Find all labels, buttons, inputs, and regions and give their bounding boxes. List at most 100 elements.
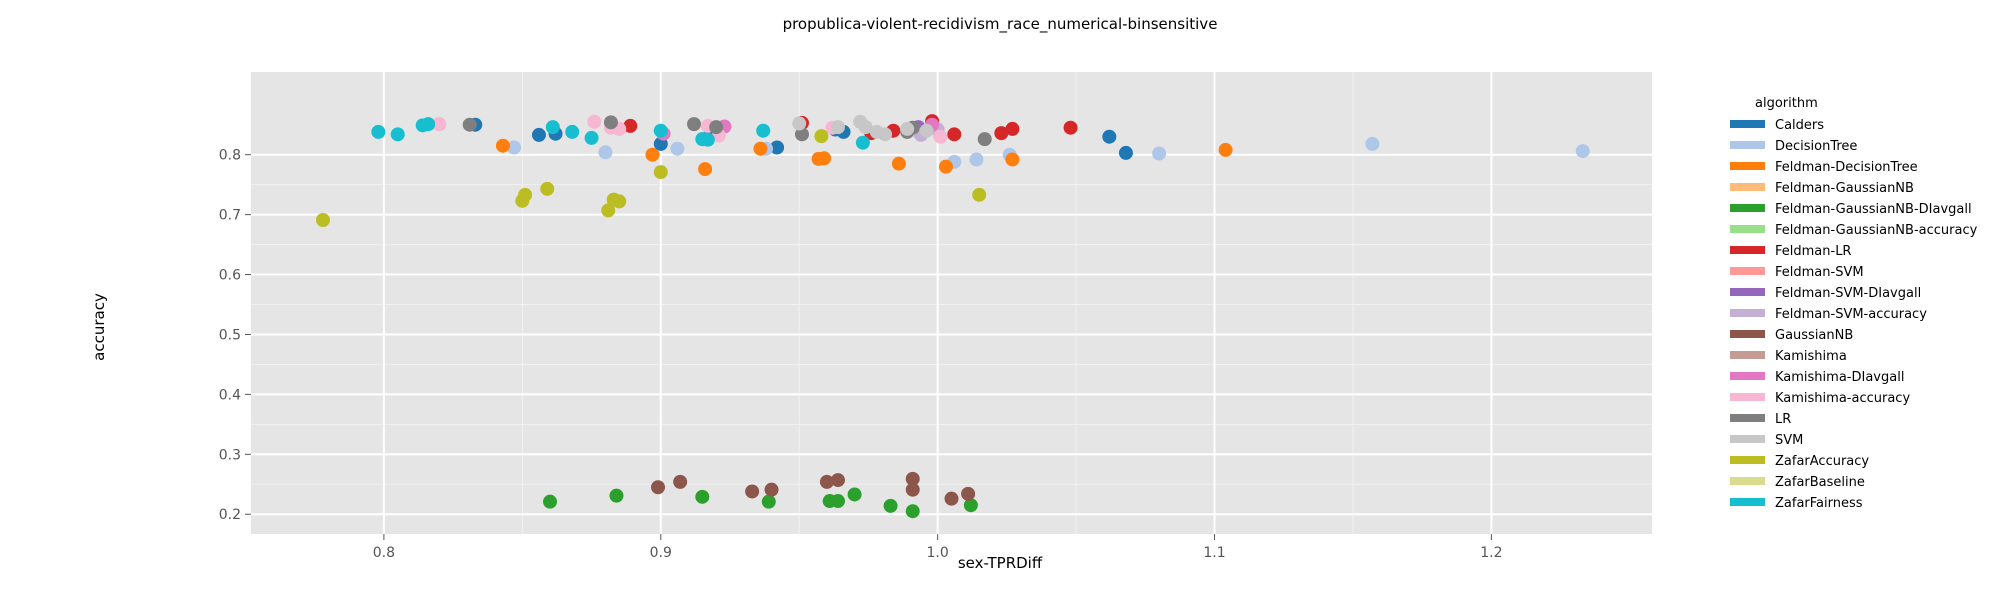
legend-items: Calders DecisionTree Feldman-DecisionTree F… — [1730, 118, 1978, 511]
point-feldman-decisiontree — [938, 159, 953, 174]
point-svm — [830, 120, 845, 135]
legend-label-kamishima-diavgall: Kamishima-DIavgall — [1775, 370, 1904, 385]
point-decisiontree — [507, 140, 522, 155]
legend-swatch-feldman-gaussiannb-accuracy — [1730, 225, 1765, 233]
point-lr — [687, 117, 702, 132]
point-zafarfairness — [390, 127, 405, 142]
point-zafaraccuracy — [315, 213, 330, 228]
legend-swatch-feldman-gaussiannb — [1730, 183, 1765, 191]
point-feldman-decisiontree — [1218, 142, 1233, 157]
legend: algorithm Calders DecisionTree Feldman-Dec… — [1730, 96, 1978, 511]
plot-area — [251, 72, 1652, 534]
legend-label-feldman-lr: Feldman-LR — [1775, 244, 1851, 259]
x-tick-label: 0.9 — [650, 545, 672, 561]
legend-swatch-zafaraccuracy — [1730, 456, 1765, 464]
point-gaussiannb — [651, 480, 666, 495]
y-tick-label: 0.4 — [219, 387, 241, 403]
point-feldman-gaussiannb-diavgall — [830, 494, 845, 509]
point-decisiontree — [1365, 136, 1380, 151]
legend-swatch-feldman-decisiontree — [1730, 162, 1765, 170]
point-zafaraccuracy — [653, 165, 668, 180]
y-tick-label: 0.8 — [219, 148, 241, 164]
point-feldman-decisiontree — [1005, 152, 1020, 167]
point-svm — [878, 127, 893, 142]
point-gaussiannb — [830, 473, 845, 488]
point-gaussiannb — [819, 474, 834, 489]
point-calders — [770, 140, 785, 155]
point-gaussiannb — [944, 491, 959, 506]
y-axis-label: accuracy — [90, 293, 108, 361]
point-svm — [858, 120, 873, 135]
legend-label-svm: SVM — [1775, 433, 1803, 448]
y-tick-label: 0.5 — [219, 327, 241, 343]
point-lr — [709, 120, 724, 135]
point-lr — [603, 115, 618, 130]
legend-label-feldman-gaussiannb-diavgall: Feldman-GaussianNB-DIavgall — [1775, 202, 1972, 217]
point-gaussiannb — [905, 482, 920, 497]
legend-swatch-svm — [1730, 435, 1765, 443]
point-gaussiannb — [673, 474, 688, 489]
y-tick-label: 0.2 — [219, 507, 241, 523]
x-tick-label: 1.0 — [927, 545, 949, 561]
point-zafarfairness — [653, 123, 668, 138]
point-zafarfairness — [584, 130, 599, 145]
legend-swatch-feldman-svm-accuracy — [1730, 309, 1765, 317]
point-feldman-gaussiannb-diavgall — [543, 494, 558, 509]
legend-swatch-kamishima-diavgall — [1730, 372, 1765, 380]
point-svm — [792, 116, 807, 131]
x-tick-label: 0.8 — [373, 545, 395, 561]
legend-label-zafarfairness: ZafarFairness — [1775, 496, 1863, 511]
legend-swatch-decisiontree — [1730, 141, 1765, 149]
point-decisiontree — [598, 145, 613, 160]
legend-swatch-lr — [1730, 414, 1765, 422]
y-tick-label: 0.3 — [219, 447, 241, 463]
point-calders — [1102, 129, 1117, 144]
point-feldman-lr — [947, 127, 962, 142]
legend-label-zafaraccuracy: ZafarAccuracy — [1775, 454, 1869, 469]
point-zafarfairness — [855, 135, 870, 150]
chart-title: propublica-violent-recidivism_race_numer… — [783, 15, 1218, 34]
legend-label-feldman-decisiontree: Feldman-DecisionTree — [1775, 160, 1918, 175]
x-axis-label: sex-TPRDiff — [958, 554, 1043, 572]
point-kamishima-accuracy — [587, 114, 602, 129]
point-decisiontree — [670, 141, 685, 156]
point-feldman-gaussiannb-diavgall — [695, 489, 710, 504]
data-points — [315, 114, 1590, 519]
point-gaussiannb — [764, 482, 779, 497]
legend-swatch-zafarfairness — [1730, 498, 1765, 506]
point-feldman-gaussiannb-diavgall — [761, 494, 776, 509]
legend-label-feldman-svm-accuracy: Feldman-SVM-accuracy — [1775, 307, 1927, 322]
legend-label-kamishima-accuracy: Kamishima-accuracy — [1775, 391, 1910, 406]
point-gaussiannb — [745, 484, 760, 499]
point-feldman-gaussiannb-diavgall — [905, 504, 920, 519]
legend-label-feldman-svm-diavgall: Feldman-SVM-DIavgall — [1775, 286, 1921, 301]
point-calders — [531, 127, 546, 142]
point-feldman-gaussiannb-diavgall — [847, 487, 862, 502]
legend-swatch-zafarbaseline — [1730, 477, 1765, 485]
point-decisiontree — [969, 152, 984, 167]
legend-swatch-gaussiannb — [1730, 330, 1765, 338]
point-svm — [919, 123, 934, 138]
point-kamishima-accuracy — [432, 117, 447, 132]
point-zafarfairness — [421, 117, 436, 132]
point-lr — [977, 132, 992, 147]
legend-swatch-kamishima — [1730, 351, 1765, 359]
legend-label-gaussiannb: GaussianNB — [1775, 328, 1853, 343]
legend-swatch-feldman-gaussiannb-diavgall — [1730, 204, 1765, 212]
point-zafarfairness — [700, 132, 715, 147]
legend-label-calders: Calders — [1775, 118, 1824, 133]
point-feldman-decisiontree — [645, 147, 660, 162]
legend-label-kamishima: Kamishima — [1775, 349, 1847, 364]
point-lr — [462, 117, 477, 132]
point-feldman-decisiontree — [495, 138, 510, 153]
point-gaussiannb — [905, 471, 920, 486]
point-calders — [1118, 145, 1133, 160]
point-zafarfairness — [565, 124, 580, 139]
legend-label-feldman-svm: Feldman-SVM — [1775, 265, 1864, 280]
point-zafarfairness — [545, 120, 560, 135]
point-kamishima-accuracy — [933, 129, 948, 144]
legend-swatch-feldman-lr — [1730, 246, 1765, 254]
point-svm — [900, 121, 915, 136]
point-feldman-decisiontree — [698, 162, 713, 177]
